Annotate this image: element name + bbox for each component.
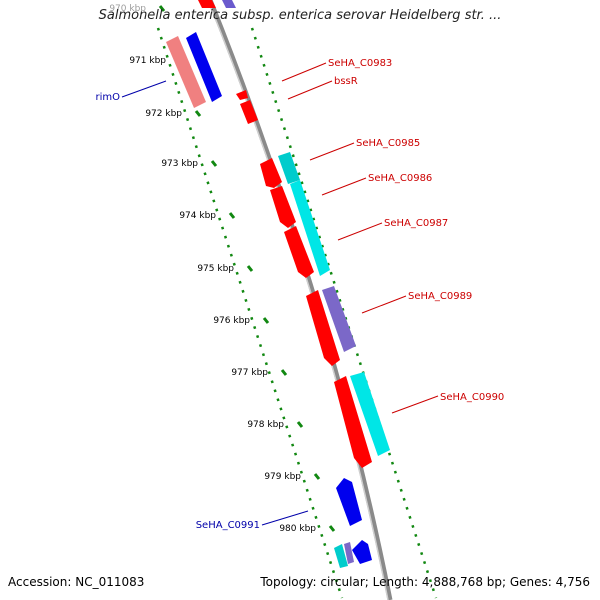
- gene-feature: [322, 286, 356, 352]
- gene-feature: [260, 158, 282, 188]
- gene-feature: [278, 152, 300, 184]
- gene-feature: [352, 540, 372, 564]
- tick-mark: [313, 473, 321, 480]
- gene-features: [166, 0, 390, 568]
- gene-feature: [236, 90, 248, 100]
- tick-mark: [328, 525, 336, 532]
- label-leader-lines: [121, 62, 439, 526]
- tick-label: 970 kbp: [109, 4, 146, 14]
- gene-feature: [222, 0, 236, 8]
- tick-mark: [296, 421, 304, 428]
- gene-labels: SeHA_C0983 bssR SeHA_C0985 SeHA_C0986 SeHA_C…: [95, 58, 504, 531]
- tick-label: 974 kbp: [179, 211, 216, 221]
- tick-label: 975 kbp: [197, 264, 234, 274]
- tick-label: 977 kbp: [231, 368, 268, 378]
- tick-mark: [280, 369, 288, 376]
- tick-label: 976 kbp: [213, 316, 250, 326]
- gene-feature: [334, 544, 348, 568]
- tick-mark: [194, 110, 202, 117]
- gene-label-rimo[interactable]: rimO: [95, 92, 120, 103]
- gene-label-seha-c0989[interactable]: SeHA_C0989: [408, 291, 472, 302]
- gene-label-seha-c0991[interactable]: SeHA_C0991: [196, 520, 260, 531]
- gene-feature: [284, 226, 314, 278]
- gene-label-seha-c0985[interactable]: SeHA_C0985: [356, 138, 420, 149]
- tick-label: 972 kbp: [145, 109, 182, 119]
- tick-mark: [262, 317, 270, 324]
- gene-label-bssr[interactable]: bssR: [334, 76, 358, 87]
- genome-backbone-highlight: [207, 0, 389, 600]
- tick-label: 973 kbp: [161, 159, 198, 169]
- tick-label: 971 kbp: [129, 56, 166, 66]
- gene-feature: [290, 180, 330, 276]
- gene-feature: [198, 0, 216, 8]
- gene-label-seha-c0987[interactable]: SeHA_C0987: [384, 218, 448, 229]
- gene-feature: [270, 186, 296, 228]
- tick-label: 978 kbp: [247, 420, 284, 430]
- accession-text: Accession: NC_011083: [8, 575, 145, 589]
- genome-backbone: [207, 0, 393, 600]
- tick-mark: [158, 5, 166, 12]
- tick-mark: [246, 265, 254, 272]
- gene-feature: [166, 36, 206, 108]
- genome-summary-text: Topology: circular; Length: 4,888,768 bp…: [260, 575, 590, 589]
- gene-feature: [306, 290, 340, 366]
- gene-label-seha-c0986[interactable]: SeHA_C0986: [368, 173, 432, 184]
- gene-feature: [334, 376, 372, 468]
- tick-labels: 970 kbp 971 kbp 972 kbp 973 kbp 974 kbp 975 k…: [109, 4, 316, 534]
- gene-feature: [186, 32, 222, 102]
- gene-feature: [336, 478, 362, 526]
- tick-mark: [210, 160, 218, 167]
- tick-label: 979 kbp: [264, 472, 301, 482]
- gene-feature: [350, 372, 390, 456]
- gene-feature: [240, 100, 258, 124]
- gene-label-seha-c0983[interactable]: SeHA_C0983: [328, 58, 392, 69]
- map-title: Salmonella enterica subsp. enterica sero…: [98, 8, 502, 23]
- outer-guide-line-right: [250, 27, 438, 599]
- gene-feature: [344, 542, 354, 564]
- gene-label-seha-c0990[interactable]: SeHA_C0990: [440, 392, 504, 403]
- tick-mark: [228, 212, 236, 219]
- tick-label: 980 kbp: [279, 524, 316, 534]
